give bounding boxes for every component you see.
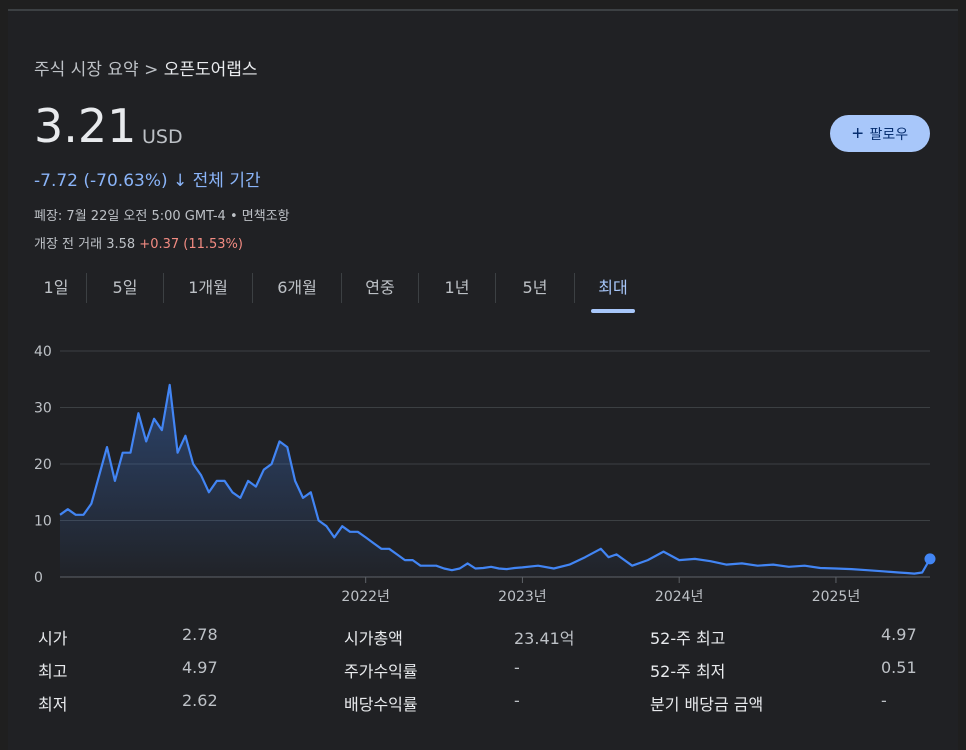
breadcrumb-parent[interactable]: 주식 시장 요약: [34, 60, 139, 80]
follow-label: 팔로우: [869, 125, 909, 142]
stat-label: 분기 배당금 금액: [650, 695, 764, 714]
price-value: 3.21: [34, 99, 137, 153]
stat-label: 최고: [38, 662, 68, 681]
stat-value: -: [514, 658, 520, 677]
price-change: -7.72 (-70.63%) ↓ 전체 기간: [34, 166, 261, 191]
tab-ytd[interactable]: 연중: [365, 278, 395, 297]
tab-divider: [163, 273, 164, 303]
x-tick-label: 2022년: [341, 589, 390, 604]
tab-divider: [574, 273, 575, 303]
stat-value: 0.51: [881, 658, 917, 677]
stat-value: 23.41억: [514, 629, 575, 648]
premarket-info: 개장 전 거래 3.58 +0.37 (11.53%): [34, 233, 243, 252]
breadcrumb-current: 오픈도어랩스: [163, 60, 258, 80]
x-tick-label: 2023년: [498, 589, 547, 604]
stat-label: 시가총액: [344, 629, 403, 648]
y-tick-label: 30: [34, 401, 52, 417]
premarket-price: 개장 전 거래 3.58: [34, 237, 136, 252]
tab-divider: [341, 273, 342, 303]
tab-6m[interactable]: 6개월: [277, 278, 317, 297]
breadcrumb-separator: >: [144, 60, 159, 80]
stat-label: 배당수익률: [344, 695, 418, 714]
follow-button[interactable]: + 팔로우: [830, 115, 930, 152]
stock-panel: 주식 시장 요약 > 오픈도어랩스 3.21 USD -7.72 (-70.63…: [8, 9, 958, 750]
stat-label: 시가: [38, 629, 68, 648]
price-change-value: -7.72 (-70.63%): [34, 171, 168, 191]
range-tabs: 1일 5일 1개월 6개월 연중 1년 5년 최대: [26, 273, 651, 313]
stat-value: 2.62: [182, 691, 218, 710]
tab-1y[interactable]: 1년: [444, 278, 470, 297]
stat-value: -: [514, 691, 520, 710]
y-tick-label: 0: [34, 570, 43, 586]
stat-label: 52-주 최저: [650, 662, 726, 681]
tab-active-indicator: [591, 309, 635, 313]
tab-max[interactable]: 최대: [575, 273, 651, 313]
tab-divider: [252, 273, 253, 303]
stat-value: 2.78: [182, 625, 218, 644]
x-tick-label: 2025년: [812, 589, 861, 604]
stat-value: -: [881, 691, 887, 710]
stat-value: 4.97: [881, 625, 917, 644]
price-area: [60, 384, 930, 577]
tab-divider: [86, 273, 87, 303]
market-closed-info: 폐장: 7월 22일 오전 5:00 GMT-4 • 면책조항: [34, 209, 290, 224]
stat-label: 52-주 최고: [650, 629, 726, 648]
y-tick-label: 10: [34, 514, 52, 530]
y-tick-label: 20: [34, 457, 52, 473]
last-price-dot: [924, 553, 936, 565]
tab-5y[interactable]: 5년: [522, 278, 548, 297]
breadcrumb: 주식 시장 요약 > 오픈도어랩스: [34, 55, 258, 80]
x-tick-label: 2024년: [655, 589, 704, 604]
stat-label: 최저: [38, 695, 68, 714]
tab-divider: [418, 273, 419, 303]
price-line: [59, 383, 931, 575]
price-change-period: 전체 기간: [192, 171, 261, 191]
tab-1d[interactable]: 1일: [43, 278, 69, 297]
y-tick-label: 40: [34, 344, 52, 360]
premarket-change: +0.37 (11.53%): [139, 237, 243, 252]
price-currency: USD: [142, 126, 183, 148]
price-chart[interactable]: 0 10 20 30 40 2022년 2023년 2024년 2025년: [8, 329, 958, 604]
tab-5d[interactable]: 5일: [112, 278, 138, 297]
arrow-down-icon: ↓: [173, 171, 188, 191]
stat-label: 주가수익률: [344, 662, 418, 681]
tab-divider: [495, 273, 496, 303]
tab-1m[interactable]: 1개월: [188, 278, 228, 297]
stat-value: 4.97: [182, 658, 218, 677]
plus-icon: +: [851, 122, 864, 145]
